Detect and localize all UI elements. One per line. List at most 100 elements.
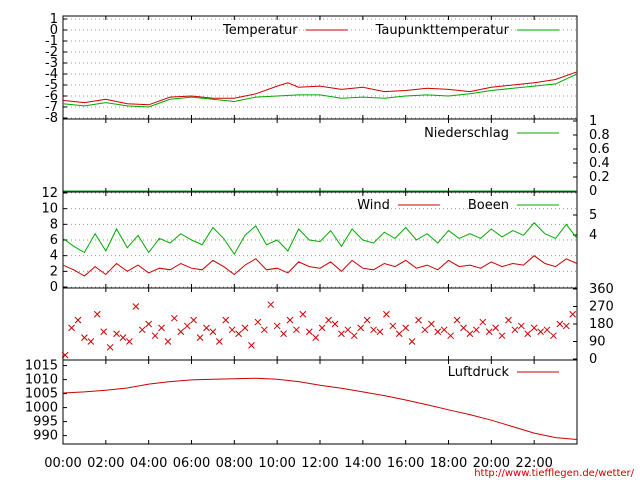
wind-direction-point: [517, 322, 525, 330]
pressure-ytick-label: 1010: [25, 373, 58, 388]
wind-ytick-label: 4: [50, 249, 58, 264]
x-tick-label: 20:00: [473, 456, 510, 471]
wind-direction-point: [325, 316, 332, 324]
x-tick-label: 04:00: [130, 456, 167, 471]
wind-direction-point: [569, 310, 577, 318]
temperature-ytick-label: -7: [45, 100, 58, 115]
wind-direction-point: [171, 314, 178, 322]
wind-direction-point: [357, 324, 365, 332]
pressure-ytick-label: 1005: [25, 387, 58, 402]
precipitation-right-tick-label: 0.2: [589, 170, 610, 185]
wind_direction-right-tick-label: 0: [589, 352, 597, 367]
wind-direction-point: [158, 324, 165, 332]
wind_direction-frame: [62, 287, 578, 361]
wind-direction-point: [524, 330, 532, 338]
wind-direction-point: [562, 322, 570, 330]
wind-direction-point: [235, 330, 242, 338]
legend-label: Boeen: [468, 198, 509, 213]
wind_direction-right-tick-label: 270: [589, 300, 614, 315]
precipitation-panel: 10.80.60.40.20 Niederschlag: [62, 114, 610, 199]
wind-direction-point: [421, 326, 429, 334]
wind-direction-point: [505, 316, 512, 324]
wind-direction-point: [151, 332, 159, 340]
wind-direction-point: [228, 326, 236, 334]
wind-direction-point: [93, 310, 101, 318]
luftdruck-line: [62, 377, 578, 440]
source-url[interactable]: http://www.tiefflegen.de/wetter/: [474, 468, 634, 479]
wind-direction-point: [81, 334, 88, 341]
temperature-ytick-label: -2: [45, 45, 58, 60]
wind-direction-point: [376, 328, 384, 336]
wind-direction-point: [383, 310, 390, 318]
x-tick-label: 10:00: [258, 456, 295, 471]
wind-direction-point: [177, 328, 185, 336]
temperature-ytick-label: -5: [45, 78, 58, 93]
wind-direction-point: [293, 326, 300, 334]
wind-direction-point: [68, 324, 75, 332]
taupunkttemperatur-line: [62, 73, 578, 108]
wind-ytick-label: 10: [41, 202, 58, 217]
wind-direction-point: [113, 330, 120, 338]
temperatur-line: [62, 71, 578, 106]
wind-direction-point: [370, 326, 377, 334]
wind-direction-point: [389, 322, 397, 330]
wind-direction-point: [267, 301, 275, 308]
wind-direction-point: [299, 310, 307, 318]
precipitation-right-tick-label: 0.6: [589, 142, 610, 157]
x-axis: 00:00 02:00 04:00 06:00 08:00 10:00 12:00 14:00…: [44, 16, 553, 471]
wind-ytick-label: 12: [41, 186, 58, 201]
legend-label: Niederschlag: [424, 126, 509, 141]
wind-ytick-label: 0: [50, 280, 58, 295]
wind-direction-point: [556, 320, 564, 328]
x-tick-label: 12:00: [301, 456, 338, 471]
legend-label: Temperatur: [222, 23, 298, 38]
wind-direction-point: [126, 338, 133, 345]
wind-line: [62, 255, 578, 277]
boeen-line: [62, 222, 578, 256]
wind-direction-point: [350, 332, 358, 340]
wind-direction-point: [312, 334, 320, 341]
wind-direction-point: [74, 316, 82, 324]
wind-direction-point: [209, 328, 217, 336]
x-tick-label: 22:00: [515, 456, 552, 471]
wind-right-tick-label: 4: [589, 228, 597, 243]
wind-direction-point: [530, 324, 538, 332]
wind-right-tick-label: 5: [589, 208, 597, 223]
temperature-ytick-label: -8: [45, 111, 58, 126]
x-tick-label: 06:00: [173, 456, 210, 471]
pressure-ytick-label: 990: [33, 429, 58, 444]
wind-direction-point: [472, 326, 480, 334]
wind-direction-point: [196, 334, 204, 341]
wind-direction-point: [434, 328, 442, 336]
wind-direction-point: [183, 322, 191, 330]
wind-ytick-label: 2: [50, 264, 58, 279]
legend-label: Taupunkttemperatur: [375, 23, 510, 38]
wind-direction-point: [428, 320, 435, 328]
precipitation-right-tick-label: 1: [589, 114, 597, 129]
wind-direction-point: [460, 324, 467, 332]
wind-direction-point: [119, 334, 127, 341]
wind-direction-point: [305, 328, 313, 336]
pressure-ytick-label: 995: [33, 415, 58, 430]
wind_direction-right-tick-label: 90: [589, 335, 606, 350]
temperature-panel: 10-1-2-3-4-5-6-7-8 Taupunkttemperatur Temp…: [45, 12, 578, 126]
pressure-ytick-label: 1000: [25, 401, 58, 416]
wind-direction-point: [338, 330, 345, 338]
temperature-ytick-label: 1: [50, 12, 58, 27]
wind-direction-point: [280, 330, 287, 338]
precipitation-right-tick-label: 0: [589, 184, 597, 199]
wind-direction-point: [408, 338, 416, 345]
wind-direction-point: [485, 328, 493, 336]
wind-direction-point: [331, 320, 339, 328]
wind-direction-point: [550, 332, 557, 340]
wind-direction-point: [440, 326, 448, 334]
wind-direction-point: [138, 326, 146, 334]
wind-direction-point: [87, 338, 95, 345]
wind_direction-right-tick-label: 360: [589, 282, 614, 297]
wind-direction-point: [132, 303, 140, 310]
wind-direction-point: [241, 324, 249, 332]
wind-ytick-label: 8: [50, 217, 58, 232]
wind-direction-point: [273, 322, 281, 330]
